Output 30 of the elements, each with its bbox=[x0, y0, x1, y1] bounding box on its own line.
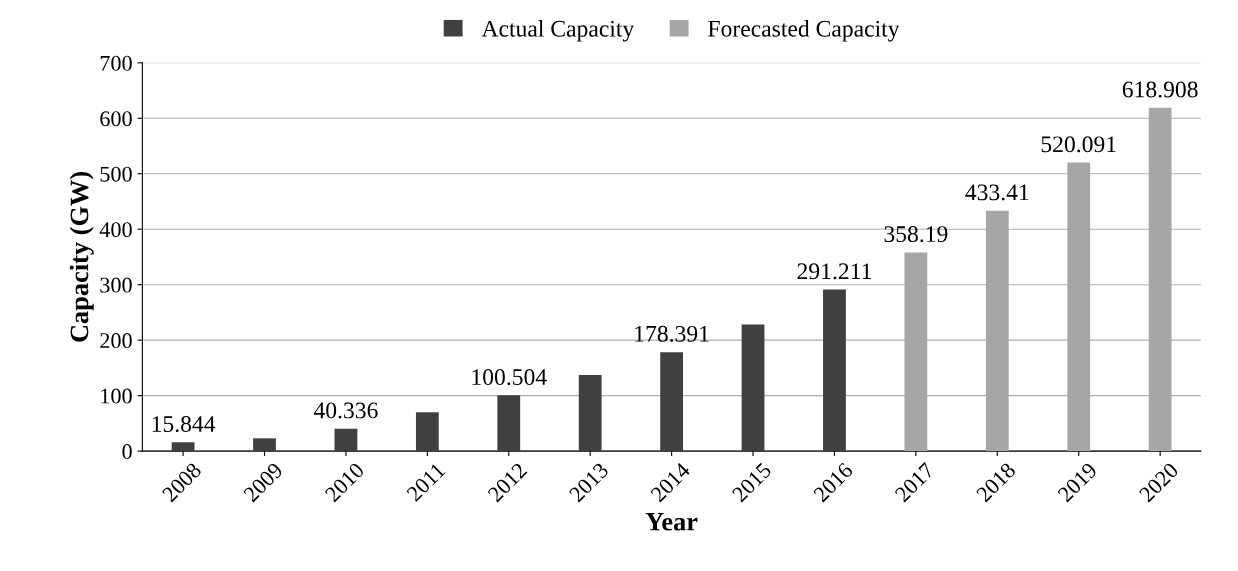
x-axis-title: Year bbox=[645, 513, 698, 531]
y-tick-label: 500 bbox=[100, 166, 132, 182]
data-label: 178.391 bbox=[635, 325, 709, 342]
data-label: 291.211 bbox=[797, 263, 871, 280]
y-tick-label: 300 bbox=[100, 277, 132, 293]
bar bbox=[171, 442, 195, 452]
bar bbox=[497, 395, 521, 452]
bar bbox=[660, 352, 684, 452]
y-tick-label: 200 bbox=[100, 333, 132, 349]
bar bbox=[823, 289, 846, 452]
y-axis-title: Capacity (GW) bbox=[69, 171, 94, 342]
data-label: 520.091 bbox=[1041, 136, 1116, 153]
bar bbox=[253, 438, 276, 452]
data-label: 358.19 bbox=[884, 226, 948, 243]
y-tick-label: 0 bbox=[122, 444, 132, 460]
bar bbox=[741, 324, 765, 452]
data-label: 433.41 bbox=[965, 184, 1029, 201]
legend-label: Actual Capacity bbox=[481, 20, 635, 42]
data-label: 40.336 bbox=[313, 402, 378, 419]
data-label: 618.908 bbox=[1122, 81, 1198, 98]
bar bbox=[578, 375, 602, 452]
y-tick-label: 700 bbox=[100, 55, 132, 71]
data-label: 15.844 bbox=[152, 416, 216, 433]
y-tick-label: 100 bbox=[101, 388, 132, 404]
legend-label: Forecasted Capacity bbox=[708, 20, 900, 42]
bar bbox=[415, 412, 439, 452]
y-tick-label: 600 bbox=[100, 111, 132, 127]
data-label: 100.504 bbox=[472, 369, 547, 386]
bar bbox=[334, 428, 358, 452]
y-tick-label: 400 bbox=[99, 222, 132, 238]
